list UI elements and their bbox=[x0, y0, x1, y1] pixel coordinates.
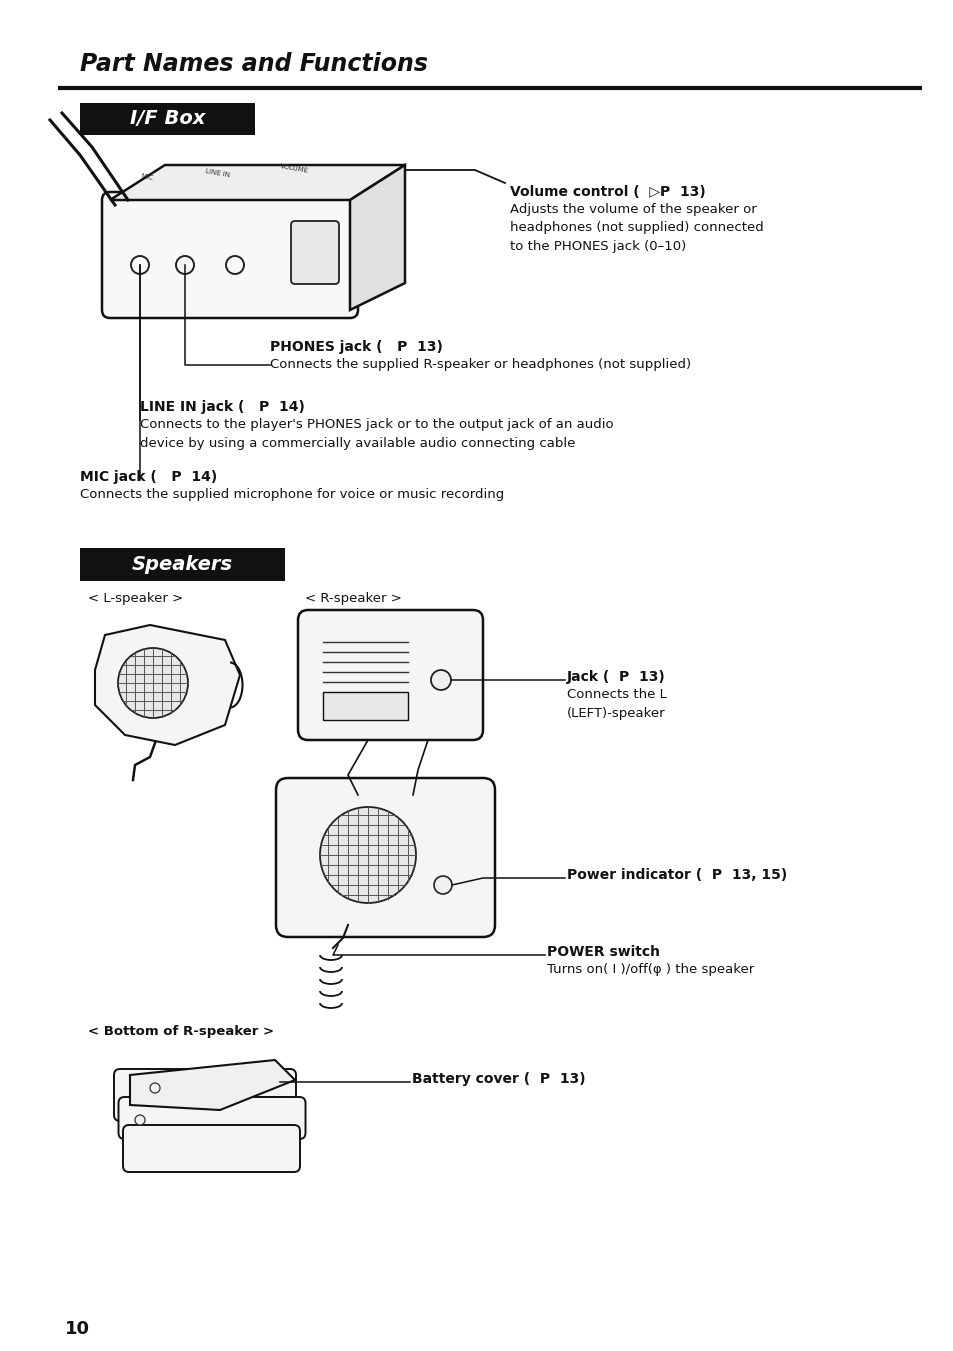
FancyBboxPatch shape bbox=[113, 1069, 295, 1121]
Circle shape bbox=[118, 648, 188, 717]
Polygon shape bbox=[95, 626, 240, 744]
Text: LINE IN jack (   P  14): LINE IN jack ( P 14) bbox=[140, 400, 305, 413]
Text: MIC: MIC bbox=[140, 173, 153, 181]
Text: Part Names and Functions: Part Names and Functions bbox=[80, 51, 428, 76]
FancyBboxPatch shape bbox=[123, 1125, 299, 1173]
Text: Connects the supplied R-speaker or headphones (not supplied): Connects the supplied R-speaker or headp… bbox=[270, 358, 690, 372]
FancyBboxPatch shape bbox=[80, 549, 285, 581]
Text: < R-speaker >: < R-speaker > bbox=[305, 592, 401, 605]
FancyBboxPatch shape bbox=[102, 192, 357, 317]
Text: Connects the supplied microphone for voice or music recording: Connects the supplied microphone for voi… bbox=[80, 488, 504, 501]
Text: Connects the L
(LEFT)-speaker: Connects the L (LEFT)-speaker bbox=[566, 688, 666, 720]
Circle shape bbox=[135, 1115, 145, 1125]
Circle shape bbox=[319, 807, 416, 902]
FancyBboxPatch shape bbox=[80, 103, 254, 135]
Circle shape bbox=[175, 255, 193, 274]
Text: LINE IN: LINE IN bbox=[205, 168, 231, 178]
FancyBboxPatch shape bbox=[118, 1097, 305, 1139]
Text: Volume control (  ▷P  13): Volume control ( ▷P 13) bbox=[510, 185, 705, 199]
Text: Speakers: Speakers bbox=[132, 555, 233, 574]
Circle shape bbox=[226, 255, 244, 274]
Circle shape bbox=[434, 875, 452, 894]
Text: Adjusts the volume of the speaker or
headphones (not supplied) connected
to the : Adjusts the volume of the speaker or hea… bbox=[510, 203, 763, 253]
Text: < Bottom of R-speaker >: < Bottom of R-speaker > bbox=[88, 1025, 274, 1038]
Text: PHONES jack (   P  13): PHONES jack ( P 13) bbox=[270, 340, 442, 354]
Text: I/F Box: I/F Box bbox=[130, 109, 205, 128]
Text: Power indicator (  P  13, 15): Power indicator ( P 13, 15) bbox=[566, 867, 786, 882]
Circle shape bbox=[431, 670, 451, 690]
Text: Turns on( I )/off(φ ) the speaker: Turns on( I )/off(φ ) the speaker bbox=[546, 963, 754, 975]
Polygon shape bbox=[350, 165, 405, 309]
Text: Jack (  P  13): Jack ( P 13) bbox=[566, 670, 665, 684]
Text: Battery cover (  P  13): Battery cover ( P 13) bbox=[412, 1071, 585, 1086]
FancyBboxPatch shape bbox=[291, 222, 338, 284]
Polygon shape bbox=[110, 165, 405, 200]
FancyBboxPatch shape bbox=[275, 778, 495, 938]
Circle shape bbox=[150, 1084, 160, 1093]
Text: Connects to the player's PHONES jack or to the output jack of an audio
device by: Connects to the player's PHONES jack or … bbox=[140, 417, 613, 450]
Text: POWER switch: POWER switch bbox=[546, 944, 659, 959]
Circle shape bbox=[131, 255, 149, 274]
Text: 10: 10 bbox=[65, 1320, 90, 1337]
Polygon shape bbox=[323, 692, 408, 720]
Text: < L-speaker >: < L-speaker > bbox=[88, 592, 183, 605]
Polygon shape bbox=[130, 1061, 294, 1111]
Text: MIC jack (   P  14): MIC jack ( P 14) bbox=[80, 470, 217, 484]
FancyBboxPatch shape bbox=[297, 611, 482, 740]
Text: VOLUME: VOLUME bbox=[280, 163, 310, 174]
